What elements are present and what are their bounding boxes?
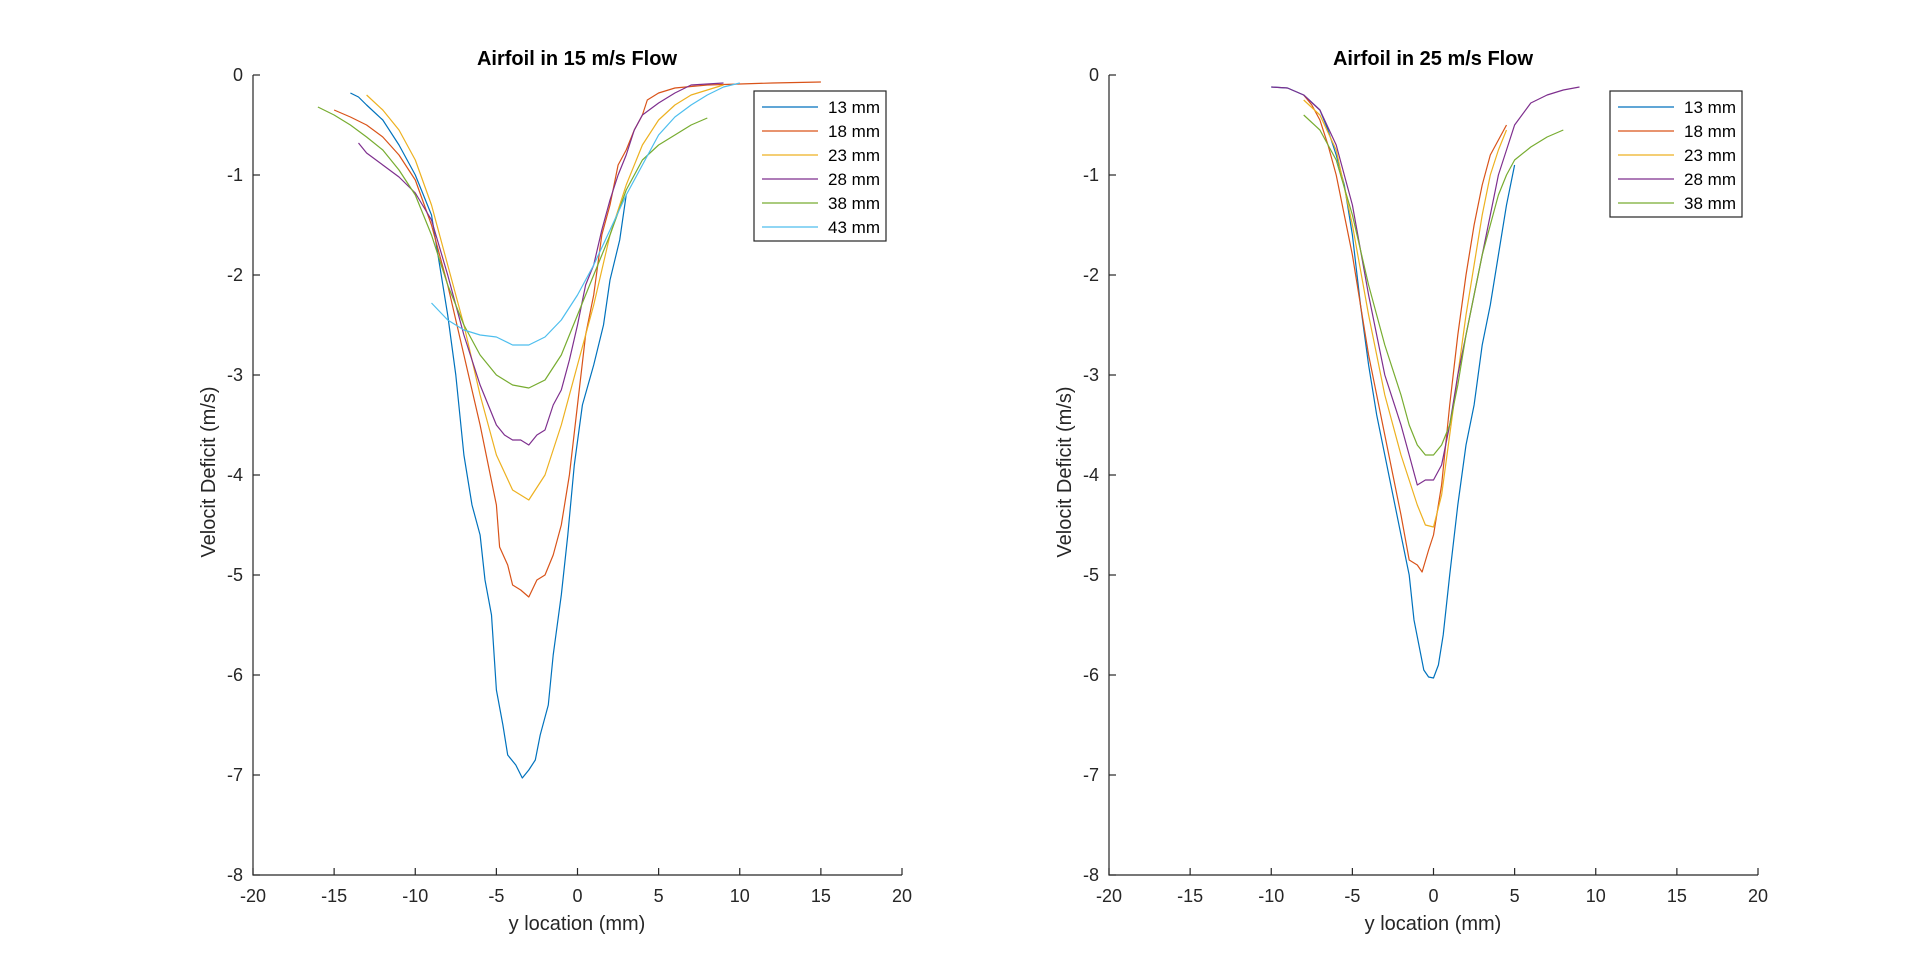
y-tick-label: 0 bbox=[1089, 65, 1099, 85]
chart-airfoil-25: Airfoil in 25 m/s Flow y location (mm) V… bbox=[1054, 48, 1768, 935]
y-tick-label: -2 bbox=[1083, 265, 1099, 285]
y-axis-label: Velocit Deficit (m/s) bbox=[1054, 386, 1076, 557]
x-axis-label: y location (mm) bbox=[1365, 913, 1502, 935]
series-line-13-mm bbox=[1271, 86, 1516, 679]
x-tick-label: 10 bbox=[1586, 886, 1606, 906]
y-tick-label: -3 bbox=[1083, 365, 1099, 385]
legend: 13 mm 18 mm 23 mm 28 mm 38 mm bbox=[1609, 90, 1743, 218]
x-tick-label: 0 bbox=[1428, 886, 1438, 906]
chart-airfoil-15: Airfoil in 15 m/s Flow y location (mm) V… bbox=[198, 48, 912, 935]
y-tick-label: -4 bbox=[227, 465, 243, 485]
x-tick-label: -5 bbox=[488, 886, 504, 906]
x-tick-label: -15 bbox=[1177, 886, 1203, 906]
x-tick-label: 20 bbox=[1748, 886, 1768, 906]
legend-label: 28 mm bbox=[828, 170, 880, 189]
y-tick-label: -5 bbox=[1083, 565, 1099, 585]
axis-ticks: -20 -15 -10 -5 0 5 10 15 20 0 -1 -2 -3 -4 -5 -6 -7 -8 bbox=[227, 65, 912, 906]
x-tick-label: 0 bbox=[572, 886, 582, 906]
series-line-28-mm bbox=[358, 82, 724, 446]
y-tick-label: -8 bbox=[1083, 865, 1099, 885]
chart-title: Airfoil in 25 m/s Flow bbox=[1333, 48, 1533, 70]
x-tick-label: 5 bbox=[1510, 886, 1520, 906]
axis-frame bbox=[1108, 75, 1758, 876]
series-line-18-mm bbox=[333, 81, 821, 598]
y-tick-label: -3 bbox=[227, 365, 243, 385]
x-tick-label: 15 bbox=[811, 886, 831, 906]
legend-label: 13 mm bbox=[1684, 98, 1736, 117]
legend: 13 mm 18 mm 23 mm 28 mm 38 mm 43 mm bbox=[753, 90, 887, 242]
chart-title: Airfoil in 15 m/s Flow bbox=[477, 48, 677, 70]
legend-label: 18 mm bbox=[1684, 122, 1736, 141]
series-group bbox=[1271, 86, 1580, 679]
axis-ticks: -20 -15 -10 -5 0 5 10 15 20 0 -1 -2 -3 -4 -5 -6 -7 -8 bbox=[1083, 65, 1768, 906]
series-group bbox=[317, 81, 821, 779]
y-tick-label: -6 bbox=[227, 665, 243, 685]
series-line-23-mm bbox=[366, 84, 724, 501]
y-tick-label: -2 bbox=[227, 265, 243, 285]
legend-label: 38 mm bbox=[828, 194, 880, 213]
y-tick-label: -7 bbox=[227, 765, 243, 785]
series-line-28-mm bbox=[1271, 86, 1580, 486]
y-axis-label: Velocit Deficit (m/s) bbox=[198, 386, 220, 557]
series-line-38-mm bbox=[1303, 114, 1564, 456]
x-tick-label: 15 bbox=[1667, 886, 1687, 906]
series-line-43-mm bbox=[431, 82, 740, 346]
x-tick-label: 20 bbox=[892, 886, 912, 906]
y-tick-label: 0 bbox=[233, 65, 243, 85]
y-tick-label: -7 bbox=[1083, 765, 1099, 785]
axis-frame bbox=[252, 75, 902, 876]
legend-label: 23 mm bbox=[1684, 146, 1736, 165]
legend-label: 38 mm bbox=[1684, 194, 1736, 213]
legend-box bbox=[753, 90, 887, 242]
x-axis-label: y location (mm) bbox=[509, 913, 646, 935]
series-line-18-mm bbox=[1303, 94, 1508, 573]
x-tick-label: -20 bbox=[240, 886, 266, 906]
series-line-38-mm bbox=[317, 106, 708, 389]
x-tick-label: -15 bbox=[321, 886, 347, 906]
y-tick-label: -1 bbox=[1083, 165, 1099, 185]
x-tick-label: -10 bbox=[1258, 886, 1284, 906]
series-line-13-mm bbox=[350, 92, 627, 779]
series-line-23-mm bbox=[1303, 99, 1508, 528]
y-tick-label: -5 bbox=[227, 565, 243, 585]
y-tick-label: -1 bbox=[227, 165, 243, 185]
x-tick-label: -5 bbox=[1344, 886, 1360, 906]
legend-box bbox=[1609, 90, 1743, 218]
legend-label: 18 mm bbox=[828, 122, 880, 141]
y-tick-label: -4 bbox=[1083, 465, 1099, 485]
y-tick-label: -6 bbox=[1083, 665, 1099, 685]
x-tick-label: 5 bbox=[654, 886, 664, 906]
legend-label: 28 mm bbox=[1684, 170, 1736, 189]
legend-label: 43 mm bbox=[828, 218, 880, 237]
y-tick-label: -8 bbox=[227, 865, 243, 885]
legend-label: 23 mm bbox=[828, 146, 880, 165]
x-tick-label: -20 bbox=[1096, 886, 1122, 906]
legend-label: 13 mm bbox=[828, 98, 880, 117]
x-tick-label: -10 bbox=[402, 886, 428, 906]
x-tick-label: 10 bbox=[730, 886, 750, 906]
